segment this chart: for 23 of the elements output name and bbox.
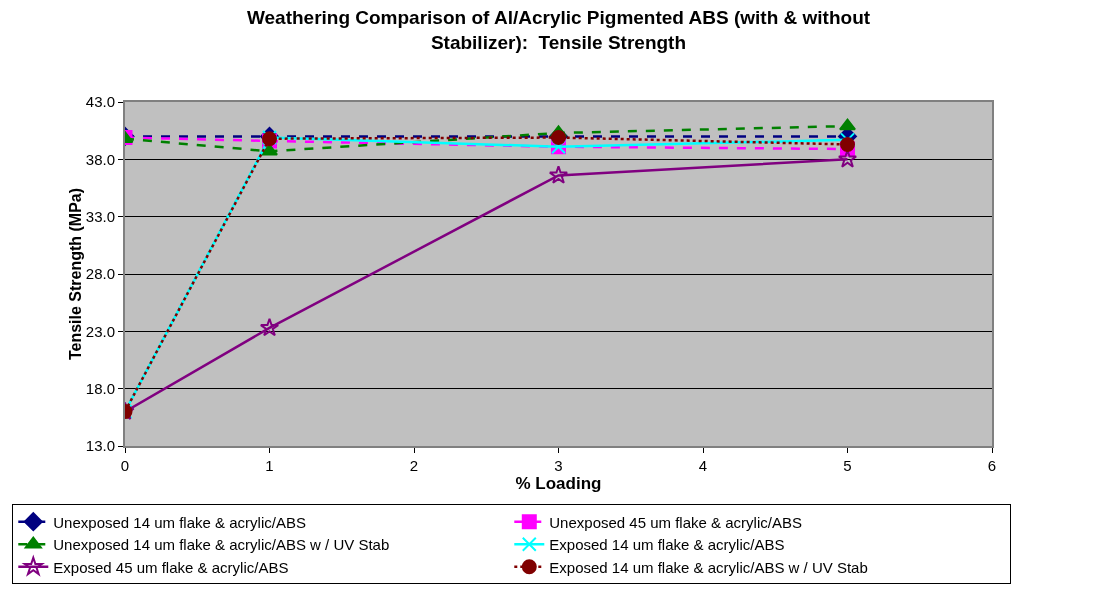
chart-title: Weathering Comparison of Al/Acrylic Pigmented ABS (with & without Stabilizer): Tensile Strength — [246, 6, 871, 53]
legend-label: Unexposed 45 um flake & acrylic/ABS — [549, 513, 802, 531]
y-tick-label: 23.0 — [85, 322, 115, 340]
y-tick-label: 43.0 — [85, 93, 115, 111]
y-tick-label: 33.0 — [85, 207, 115, 225]
y-axis-title: Tensile Strength (MPa) — [66, 187, 84, 361]
x-tick-label: 5 — [843, 457, 852, 474]
x-axis-title: % Loading — [515, 474, 602, 493]
x-tick-label: 6 — [987, 457, 997, 474]
x-tick-label: 1 — [265, 457, 274, 474]
legend-label: Unexposed 14 um flake & acrylic/ABS w / UV Stab — [53, 536, 390, 554]
x-tick-label: 0 — [120, 457, 130, 474]
y-tick-label: 13.0 — [85, 437, 115, 455]
x-tick-label: 4 — [698, 457, 708, 474]
y-tick-label: 38.0 — [85, 150, 115, 168]
legend-label: Exposed 45 um flake & acrylic/ABS — [53, 558, 289, 576]
x-tick-label: 3 — [554, 457, 563, 474]
x-tick-label: 2 — [409, 457, 419, 474]
legend-label: Exposed 14 um flake & acrylic/ABS w / UV Stab — [549, 558, 868, 576]
legend-label: Unexposed 14 um flake & acrylic/ABS — [53, 513, 306, 531]
legend-label: Exposed 14 um flake & acrylic/ABS — [549, 536, 785, 554]
y-tick-label: 18.0 — [85, 379, 115, 397]
y-tick-label: 28.0 — [85, 265, 115, 283]
